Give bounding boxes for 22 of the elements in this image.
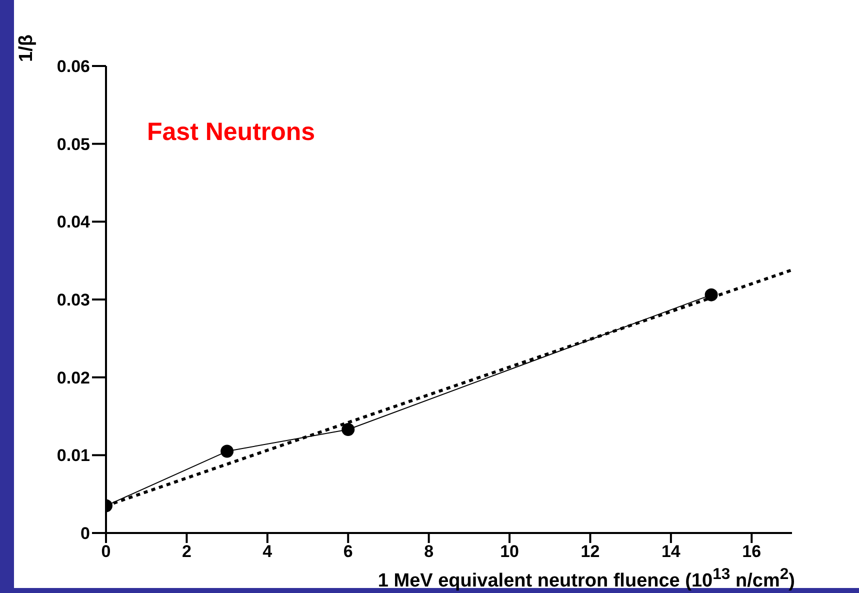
y-axis-title: 1/β <box>16 34 38 62</box>
y-tick-label: 0.06 <box>56 57 90 76</box>
x-tick-label: 4 <box>262 542 273 562</box>
x-tick-label: 0 <box>101 542 111 562</box>
x-tick-label: 10 <box>500 542 519 562</box>
point <box>342 422 355 436</box>
point <box>220 444 234 458</box>
x-tick-label: 12 <box>580 542 600 562</box>
y-tick-label: 0 <box>80 524 90 544</box>
y-tick-label: 0.03 <box>56 290 90 310</box>
x-tick-label: 6 <box>343 542 353 562</box>
y-tick-label: 0.02 <box>56 368 90 388</box>
x-tick-label: 14 <box>661 542 681 562</box>
y-tick-label: 0.01 <box>56 446 90 466</box>
y-tick-label: 0.04 <box>56 212 91 232</box>
annotation: Fast Neutrons <box>147 118 316 147</box>
x-axis-title: 1 MeV equivalent neutron fluence (10$^{13}$ n/cm$^{2}$) <box>378 565 795 592</box>
point <box>704 288 718 302</box>
x-tick-label: 16 <box>742 542 762 562</box>
x-tick-label: 8 <box>424 542 434 562</box>
x-tick-label: 2 <box>182 542 192 562</box>
y-tick-label: 0.05 <box>56 134 90 154</box>
